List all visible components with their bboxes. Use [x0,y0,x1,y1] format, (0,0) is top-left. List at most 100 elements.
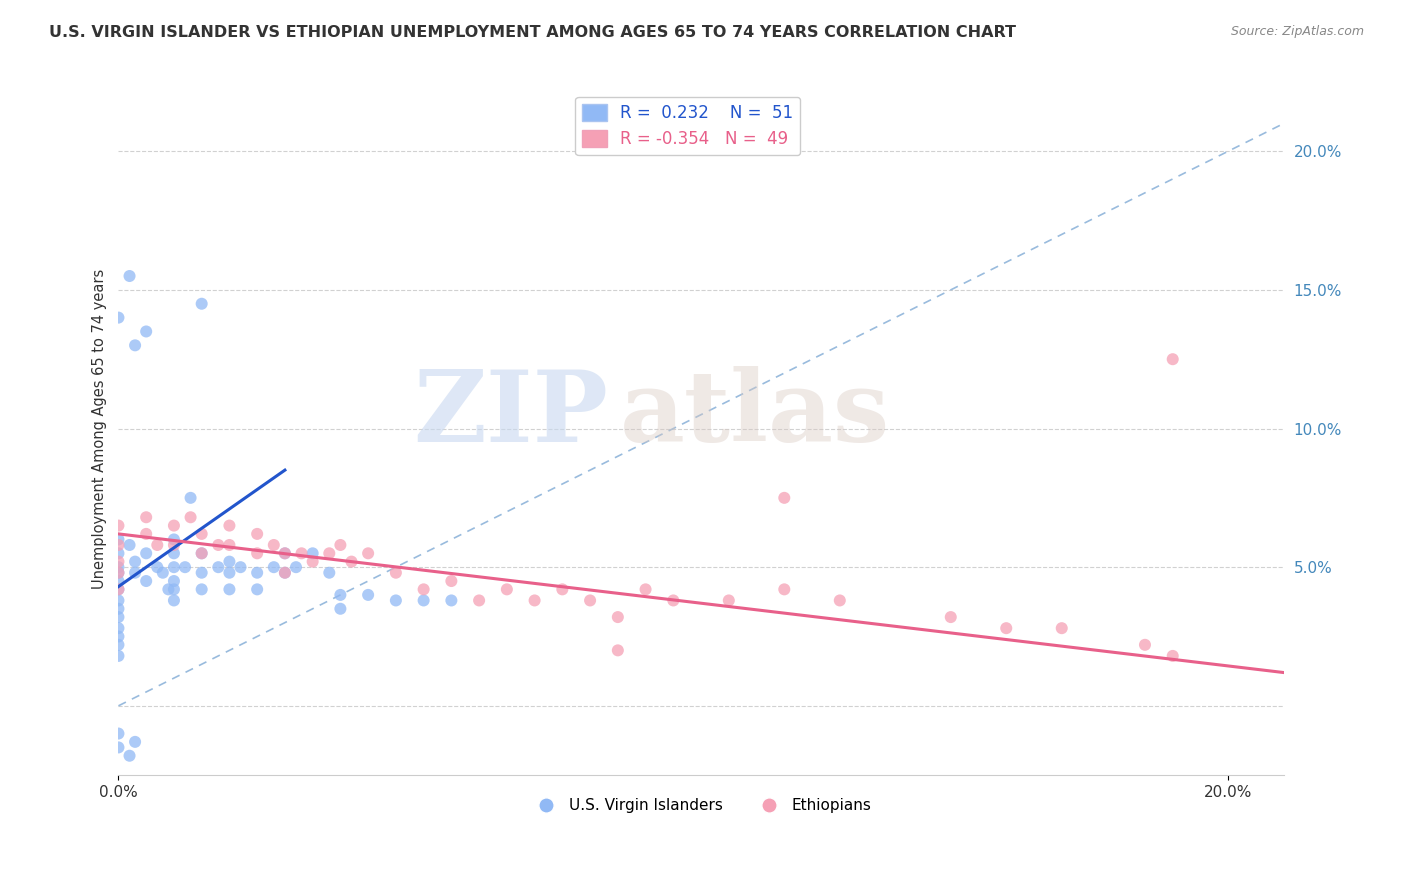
Point [135,527,157,541]
Point [606,643,628,657]
Point [340,555,363,569]
Point [495,582,517,597]
Point [301,555,323,569]
Point [107,566,129,580]
Point [995,621,1018,635]
Text: ZIP: ZIP [413,366,607,463]
Point [107,726,129,740]
Point [329,601,352,615]
Point [246,546,269,560]
Point [246,566,269,580]
Point [440,593,463,607]
Point [107,538,129,552]
Point [146,538,169,552]
Point [207,560,229,574]
Point [274,546,297,560]
Point [1133,638,1156,652]
Point [107,621,129,635]
Point [124,555,146,569]
Point [163,546,186,560]
Point [152,566,174,580]
Point [318,566,340,580]
Point [246,582,269,597]
Y-axis label: Unemployment Among Ages 65 to 74 years: Unemployment Among Ages 65 to 74 years [93,268,107,589]
Point [285,560,308,574]
Point [218,582,240,597]
Point [163,574,186,588]
Point [107,560,129,574]
Point [190,582,212,597]
Point [107,518,129,533]
Point [107,546,129,560]
Point [229,560,252,574]
Point [357,546,380,560]
Point [146,560,169,574]
Point [107,638,129,652]
Point [107,601,129,615]
Point [124,566,146,580]
Point [107,566,129,580]
Point [163,533,186,547]
Point [218,566,240,580]
Point [263,560,285,574]
Point [218,518,240,533]
Point [107,574,129,588]
Point [107,555,129,569]
Point [290,546,312,560]
Point [523,593,546,607]
Point [107,533,129,547]
Point [180,510,202,524]
Text: U.S. VIRGIN ISLANDER VS ETHIOPIAN UNEMPLOYMENT AMONG AGES 65 TO 74 YEARS CORRELA: U.S. VIRGIN ISLANDER VS ETHIOPIAN UNEMPL… [49,25,1017,40]
Point [579,593,602,607]
Point [190,527,212,541]
Point [1050,621,1073,635]
Point [301,546,323,560]
Point [385,593,408,607]
Point [135,510,157,524]
Point [634,582,657,597]
Point [717,593,740,607]
Point [107,740,129,755]
Point [190,546,212,560]
Point [773,491,796,505]
Point [190,566,212,580]
Point [274,546,297,560]
Point [207,538,229,552]
Point [190,546,212,560]
Point [412,582,434,597]
Point [107,648,129,663]
Text: atlas: atlas [620,366,890,463]
Point [440,574,463,588]
Point [174,560,197,574]
Point [118,268,141,283]
Point [135,325,157,339]
Point [163,518,186,533]
Point [163,582,186,597]
Point [662,593,685,607]
Point [124,735,146,749]
Point [274,566,297,580]
Point [163,560,186,574]
Point [551,582,574,597]
Point [385,566,408,580]
Legend: U.S. Virgin Islanders, Ethiopians: U.S. Virgin Islanders, Ethiopians [524,792,877,820]
Point [329,588,352,602]
Point [274,566,297,580]
Point [218,555,240,569]
Point [190,297,212,311]
Text: Source: ZipAtlas.com: Source: ZipAtlas.com [1230,25,1364,38]
Point [606,610,628,624]
Point [828,593,851,607]
Point [163,593,186,607]
Point [107,630,129,644]
Point [157,582,180,597]
Point [135,546,157,560]
Point [329,538,352,552]
Point [107,310,129,325]
Point [412,593,434,607]
Point [1161,352,1184,367]
Point [263,538,285,552]
Point [107,582,129,597]
Point [357,588,380,602]
Point [124,338,146,352]
